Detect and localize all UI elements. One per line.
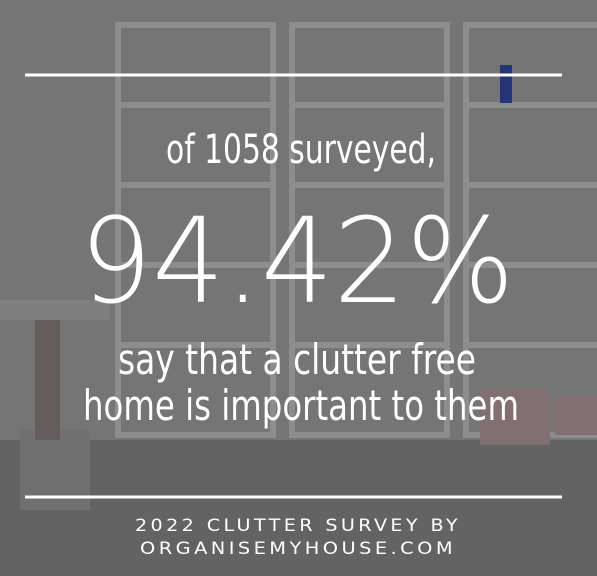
box	[555, 395, 597, 435]
footer-line: 2022 CLUTTER SURVEY BY	[135, 516, 461, 536]
box	[480, 390, 550, 445]
floor	[0, 440, 597, 576]
table-leg	[35, 320, 60, 440]
table	[0, 300, 110, 320]
statement-line: say that a clutter free	[118, 335, 476, 384]
footer-line: ORGANISEMYHOUSE.COM	[140, 539, 456, 559]
shelves	[115, 22, 597, 438]
statement-line: home is important to them	[83, 381, 519, 430]
intro-text: of 1058 surveyed,	[166, 127, 436, 173]
stat: 94.42%	[80, 192, 515, 330]
